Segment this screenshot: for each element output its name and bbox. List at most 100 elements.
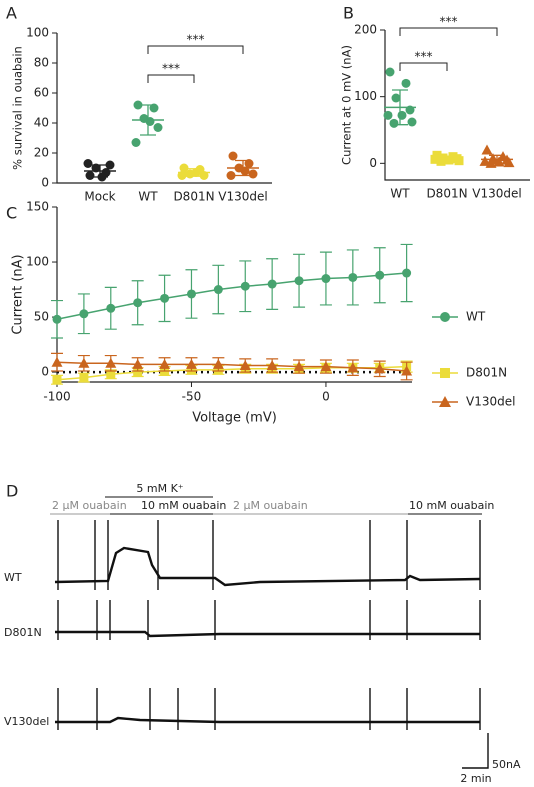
marker <box>320 361 332 372</box>
x-tick-label: D801N <box>173 190 214 204</box>
error-bar <box>92 164 108 178</box>
marker <box>133 298 143 308</box>
error-bar <box>439 156 455 162</box>
marker <box>106 303 116 313</box>
marker <box>391 93 401 103</box>
marker <box>52 375 62 385</box>
marker <box>145 117 155 126</box>
marker <box>131 138 141 147</box>
marker <box>179 163 189 173</box>
marker <box>479 155 491 166</box>
x-tick-label: 0 <box>322 390 330 404</box>
marker <box>83 159 93 168</box>
marker <box>444 155 454 165</box>
marker <box>239 359 251 370</box>
y-axis-label: Current at 0 mV (nA) <box>340 45 354 165</box>
marker <box>186 289 196 299</box>
y-tick-label: 100 <box>26 26 49 40</box>
x-axis-label: Voltage (mV) <box>192 411 277 426</box>
legend-label: V130del <box>466 395 515 409</box>
panel-letter: B <box>343 4 354 23</box>
y-tick-label: 80 <box>34 56 49 70</box>
marker <box>383 110 393 120</box>
marker <box>293 361 305 372</box>
marker <box>481 144 493 155</box>
x-tick-label: WT <box>138 190 158 204</box>
bracket <box>399 27 498 36</box>
marker <box>440 368 450 378</box>
x-tick-label: V130del <box>218 190 267 204</box>
marker <box>454 156 464 166</box>
x-tick-label: -100 <box>43 390 70 404</box>
y-tick-label: 60 <box>34 86 49 100</box>
panel-letter: C <box>6 204 17 223</box>
y-tick-label: 150 <box>26 200 49 214</box>
bracket <box>147 45 244 54</box>
bracket <box>399 62 448 71</box>
y-tick-label: 0 <box>41 176 49 190</box>
marker <box>79 373 89 383</box>
trace <box>55 716 480 724</box>
x-tick-label: -50 <box>182 390 202 404</box>
marker <box>149 103 159 113</box>
marker <box>440 312 450 322</box>
y-tick-label: 0 <box>369 156 377 170</box>
marker <box>375 270 385 280</box>
marker <box>159 358 171 369</box>
marker <box>240 281 250 291</box>
y-tick-label: 100 <box>354 89 377 103</box>
scale-label: 50nA <box>492 758 521 771</box>
x-tick-label: D801N <box>426 187 467 201</box>
condition-label: 5 mM K⁺ <box>136 482 183 495</box>
y-tick-label: 200 <box>354 23 377 37</box>
x-tick-label: Mock <box>84 190 115 204</box>
marker <box>133 367 143 377</box>
row-label: WT <box>4 571 22 584</box>
marker <box>266 359 278 370</box>
marker <box>267 279 277 289</box>
error-bar <box>186 168 202 177</box>
marker <box>228 151 238 161</box>
axis <box>384 30 530 181</box>
marker <box>244 159 254 168</box>
marker <box>436 156 446 166</box>
condition-label: 10 mM ouabain <box>409 499 494 512</box>
marker <box>226 171 236 180</box>
scale-bar <box>462 733 489 769</box>
error-bar <box>489 154 505 164</box>
marker <box>294 276 304 286</box>
row-label: D801N <box>4 626 42 639</box>
significance: *** <box>162 62 180 76</box>
marker <box>401 78 411 88</box>
bracket <box>147 74 195 83</box>
condition-label: 2 μM ouabain <box>233 499 308 512</box>
marker <box>132 358 144 369</box>
significance: *** <box>415 50 433 64</box>
marker <box>397 110 407 120</box>
x-tick-label: WT <box>390 187 410 201</box>
marker <box>85 171 95 180</box>
marker <box>348 272 358 282</box>
error-bar <box>235 159 251 177</box>
marker <box>106 369 116 379</box>
marker <box>213 285 223 295</box>
marker <box>185 358 197 369</box>
y-tick-label: 0 <box>41 365 49 379</box>
row-label: V130del <box>4 715 49 728</box>
panel-letter: D <box>6 482 18 501</box>
y-tick-label: 50 <box>34 310 49 324</box>
y-axis-label: % survival in ouabain <box>11 46 25 170</box>
marker <box>248 169 258 179</box>
error-bar <box>392 89 408 126</box>
scale-label: 2 min <box>460 772 491 785</box>
marker <box>153 123 163 132</box>
error-bar <box>140 104 156 136</box>
panel-letter: A <box>6 4 17 23</box>
legend-label: D801N <box>466 366 507 380</box>
marker <box>407 117 417 127</box>
marker <box>51 356 63 367</box>
marker <box>212 358 224 369</box>
spikes <box>57 520 481 730</box>
marker <box>79 309 89 319</box>
